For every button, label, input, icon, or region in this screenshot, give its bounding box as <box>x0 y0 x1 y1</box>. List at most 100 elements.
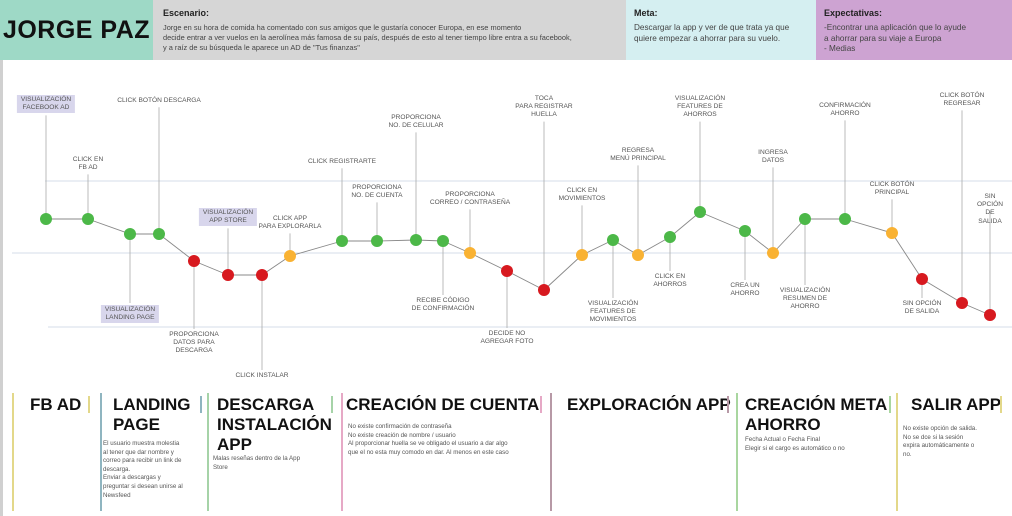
journey-segment <box>637 236 671 256</box>
phase-divider <box>550 393 552 511</box>
phase-accent-bar <box>889 396 891 413</box>
phase-accent-bar <box>88 396 90 413</box>
step-node-positive <box>799 213 811 225</box>
phase-accent-bar <box>540 396 542 413</box>
step-node-positive <box>40 213 52 225</box>
journey-segment <box>699 211 746 232</box>
goal-text: Descargar la app y ver de que trata ya q… <box>634 23 790 43</box>
journey-segment <box>87 218 131 235</box>
step-node-positive <box>124 228 136 240</box>
phase-divider <box>736 393 738 511</box>
step-node-negative <box>538 284 550 296</box>
phase-note: No existe confirmación de contraseña No … <box>348 423 509 456</box>
step-label: Recibe código de confirmación <box>411 297 475 313</box>
step-label: Click registrarte <box>307 158 377 165</box>
step-label: Sin opción de salida <box>902 300 942 316</box>
scenario-text: Jorge en su hora de comida ha comentado … <box>163 23 572 52</box>
step-node-positive <box>371 235 383 247</box>
expectations-text: -Encontrar una aplicación que lo ayude a… <box>824 23 967 53</box>
phase-title: CREACIÓN META AHORRO <box>745 395 888 434</box>
phase-title: LANDING PAGE <box>113 395 191 434</box>
step-label: Visualización App Store <box>198 208 258 227</box>
journey-segment <box>669 211 701 238</box>
step-label: Confirmación ahorro <box>819 102 871 118</box>
step-node-negative <box>501 265 513 277</box>
page-edge <box>0 60 3 516</box>
goal-title: Meta: <box>634 8 658 18</box>
step-node-neutral <box>576 249 588 261</box>
journey-segment <box>376 239 417 242</box>
phase-title: FB AD <box>30 395 82 414</box>
phase-accent-bar <box>200 396 202 413</box>
step-node-positive <box>410 234 422 246</box>
step-node-positive <box>437 235 449 247</box>
step-label: Click app para explorarla <box>258 215 322 231</box>
phase-title: SALIR APP <box>911 395 1002 414</box>
phase-divider <box>12 393 14 511</box>
step-label: Visualización resumen de ahorro <box>779 287 831 311</box>
step-label: Click botón regresar <box>939 92 985 108</box>
step-node-neutral <box>767 247 779 259</box>
step-label: Proporciona no. de celular <box>388 114 444 130</box>
step-label: Click botón descarga <box>117 97 201 104</box>
journey-segment <box>543 254 583 291</box>
journey-segment <box>772 218 806 254</box>
phase-note: Fecha Actual o Fecha Final Elegir si el … <box>745 436 845 452</box>
phase-divider <box>896 393 898 511</box>
phase-title: EXPLORACIÓN APP <box>567 395 731 414</box>
step-label: Proporciona datos para descarga <box>169 331 219 355</box>
step-node-positive <box>607 234 619 246</box>
step-label: Visualización features de movimientos <box>587 300 639 324</box>
journey-segment <box>506 270 545 291</box>
step-label: Ingresa datos <box>758 149 788 165</box>
step-node-neutral <box>632 249 644 261</box>
step-label: Click botón principal <box>869 181 915 197</box>
step-label: Decide no agregar foto <box>480 330 534 346</box>
step-label: Click instalar <box>235 372 289 379</box>
phase-accent-bar <box>331 396 333 413</box>
phase-note: Malas reseñas dentro de la App Store <box>213 455 301 471</box>
step-node-positive <box>839 213 851 225</box>
journey-segment <box>193 260 229 276</box>
step-node-negative <box>188 255 200 267</box>
step-node-positive <box>664 231 676 243</box>
step-label: Sin opción de salida <box>976 193 1004 225</box>
expectations-panel: Expectativas: -Encontrar una aplicación … <box>816 0 1012 60</box>
journey-segment <box>469 252 508 272</box>
step-node-negative <box>222 269 234 281</box>
phase-divider <box>207 393 209 511</box>
scenario-title: Escenario: <box>163 8 210 18</box>
journey-segment <box>844 218 893 234</box>
step-label: Visualización Facebook AD <box>16 95 76 114</box>
phase-accent-bar <box>1000 396 1002 413</box>
step-node-positive <box>739 225 751 237</box>
step-node-negative <box>256 269 268 281</box>
phase-note: El usuario muestra molestia al tener que… <box>103 440 183 499</box>
journey-segment <box>921 278 963 304</box>
phase-divider <box>100 393 102 511</box>
step-node-positive <box>153 228 165 240</box>
expectations-title: Expectativas: <box>824 8 883 18</box>
step-node-negative <box>916 273 928 285</box>
step-label: Crea un ahorro <box>730 282 760 298</box>
step-label: Click en ahorros <box>653 273 687 289</box>
step-node-neutral <box>464 247 476 259</box>
persona-name: JORGE PAZ <box>0 0 153 60</box>
scenario-panel: Escenario: Jorge en su hora de comida ha… <box>153 0 626 60</box>
journey-segment <box>891 232 923 280</box>
step-label: Toca para registrar huella <box>515 95 573 119</box>
step-label: Visualización features de ahorros <box>674 95 726 119</box>
phase-divider <box>341 393 343 511</box>
step-node-positive <box>336 235 348 247</box>
journey-segment <box>289 240 343 257</box>
step-node-negative <box>984 309 996 321</box>
step-node-neutral <box>886 227 898 239</box>
step-label: Visualización Landing Page <box>100 305 160 324</box>
goal-panel: Meta: Descargar la app y ver de que trat… <box>626 0 816 60</box>
step-label: Click en FB AD <box>72 156 104 172</box>
phase-title: DESCARGA INSTALACIÓN APP <box>217 395 332 454</box>
step-node-neutral <box>284 250 296 262</box>
step-node-positive <box>694 206 706 218</box>
phase-accent-bar <box>727 396 729 413</box>
